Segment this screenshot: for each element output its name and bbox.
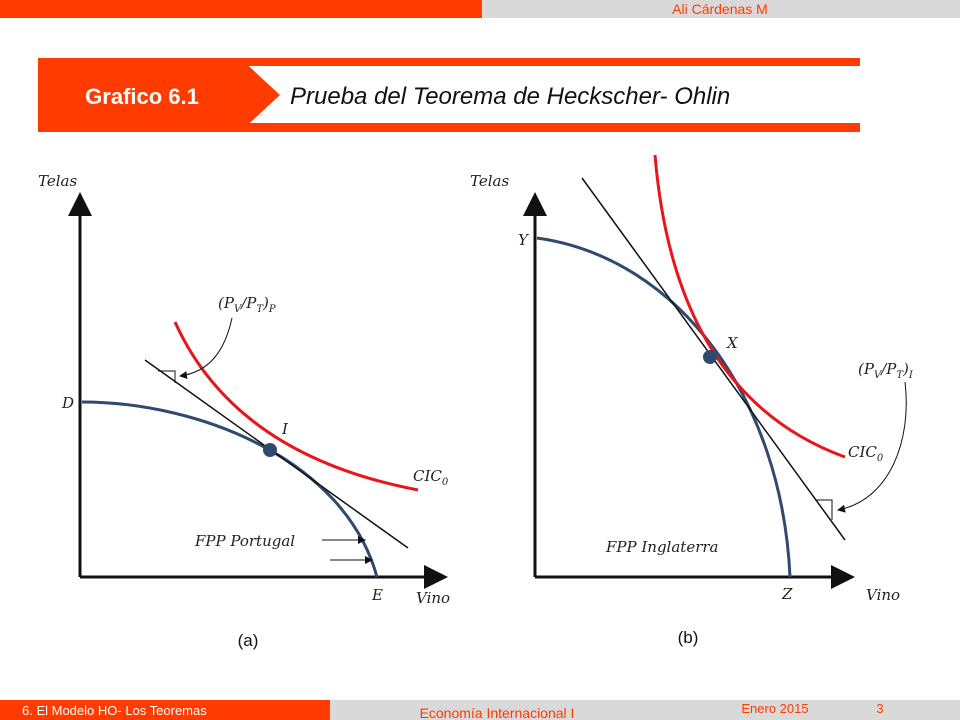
slope-marker: [158, 370, 176, 383]
arrow: [179, 317, 233, 380]
panel-a: [68, 192, 448, 589]
point-label: E: [371, 586, 383, 604]
page-number: 3: [876, 701, 883, 716]
header-bar: [0, 0, 482, 18]
panel-b: [523, 154, 907, 589]
author: Ali Cárdenas M: [672, 1, 768, 17]
price-label: (PV/PT)I: [858, 360, 914, 381]
cic-label: CIC0: [413, 467, 449, 488]
footer-bar: [0, 700, 330, 720]
label-part: (P: [858, 360, 875, 378]
subscript: I: [908, 370, 914, 381]
label-part: ): [262, 294, 269, 312]
subscript: T: [256, 304, 264, 315]
ppf-curve: [536, 236, 792, 578]
subscript: 0: [877, 453, 884, 464]
cic-label: CIC0: [848, 443, 884, 464]
equilibrium-point: [703, 350, 717, 364]
arrow: [837, 381, 907, 513]
footer-bar-gray: [330, 700, 960, 720]
label-part: /P: [879, 360, 897, 378]
slope-marker: [815, 499, 833, 520]
ppf-curve: [81, 400, 379, 578]
subscript: P: [268, 304, 276, 315]
point-label: I: [281, 420, 289, 438]
slide-title: Prueba del Teorema de Heckscher- Ohlin: [290, 83, 730, 110]
cic-curve: [653, 154, 846, 459]
subscript: V: [234, 304, 243, 315]
point-label: X: [726, 334, 739, 352]
label-part: CIC: [413, 467, 442, 485]
point-label: Z: [781, 585, 793, 603]
cic-curve: [173, 321, 419, 492]
axis-label: Vino: [866, 586, 900, 604]
footer-section: 6. El Modelo HO- Los Teoremas: [22, 703, 207, 718]
header-bar-gray: [482, 0, 960, 18]
price-label: (PV/PT)P: [218, 294, 276, 315]
caption: (b): [678, 628, 699, 647]
subscript: T: [896, 370, 904, 381]
title-rule: [38, 58, 860, 66]
label-part: ): [902, 360, 909, 378]
point-label: D: [61, 394, 74, 412]
ppf-label: FPP Inglaterra: [605, 538, 718, 556]
price-line: [144, 359, 409, 549]
axis-label: Vino: [416, 589, 450, 607]
footer-date: Enero 2015: [741, 701, 808, 716]
title-badge: [38, 58, 280, 132]
point-label: Y: [518, 231, 530, 249]
label-part: (P: [218, 294, 235, 312]
axis-label: Telas: [38, 172, 77, 190]
badge-text: Grafico 6.1: [85, 84, 199, 109]
equilibrium-point: [263, 443, 277, 457]
axis-label: Telas: [470, 172, 509, 190]
subscript: V: [874, 370, 883, 381]
ppf-label: FPP Portugal: [194, 532, 295, 550]
title-rule: [38, 123, 860, 132]
label-part: CIC: [848, 443, 877, 461]
subscript: 0: [442, 477, 449, 488]
footer-course: Economía Internacional I: [420, 705, 575, 720]
label-part: /P: [239, 294, 257, 312]
caption: (a): [238, 631, 259, 650]
